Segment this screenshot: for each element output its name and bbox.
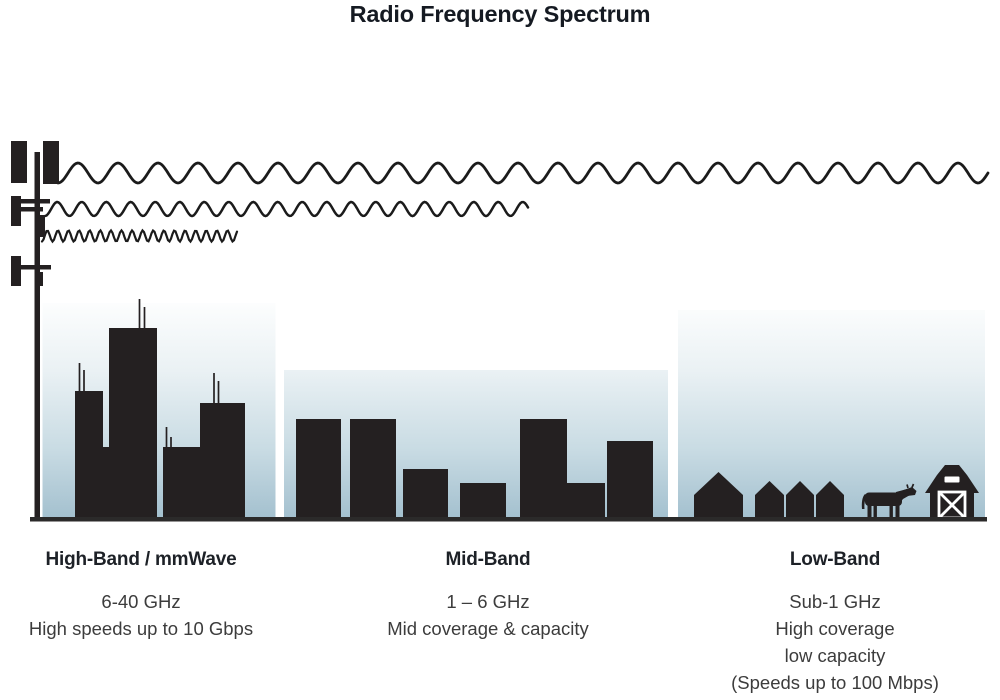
skyscraper [200, 403, 245, 517]
building [607, 441, 653, 517]
cow-icon [861, 483, 917, 518]
building [520, 419, 567, 517]
band-name: Mid-Band [445, 549, 531, 570]
midrise-buildings-icon [296, 419, 653, 517]
barn-door-crossbuck [939, 492, 965, 518]
houses-icon [694, 472, 844, 519]
building [296, 419, 341, 517]
barn-icon [925, 465, 979, 520]
tower-crossbar [17, 199, 50, 204]
house [786, 481, 814, 519]
band-detail: High speeds up to 10 Gbps [28, 618, 254, 639]
antenna-stub [38, 272, 43, 286]
high-band-wave-icon [40, 228, 239, 244]
rooftop-antennas [78, 299, 220, 447]
barn-window [944, 476, 960, 483]
band-frequency: 1 – 6 GHz [446, 591, 530, 612]
band-detail: (Speeds up to 100 Mbps) [731, 672, 939, 693]
low-band-wave-icon [56, 161, 990, 185]
antenna-panel [11, 141, 27, 183]
band-frequency: Sub-1 GHz [789, 591, 881, 612]
ground-line [30, 517, 987, 522]
mid-band-wave-icon [43, 200, 530, 218]
diagram-title: Radio Frequency Spectrum [349, 1, 651, 27]
band-detail: Mid coverage & capacity [387, 618, 589, 639]
antenna-stub [39, 215, 45, 237]
house [816, 481, 844, 519]
tower-crossbar [17, 207, 43, 212]
band-name: Low-Band [789, 549, 881, 570]
building [350, 419, 396, 517]
skyscraper [109, 328, 157, 517]
band-frequency: 6-40 GHz [101, 591, 181, 612]
high-band-label: High-Band / mmWave 6-40 GHz High speeds … [0, 549, 291, 642]
band-detail: low capacity [784, 645, 886, 666]
low-band-label: Low-Band Sub-1 GHz High coverage low cap… [685, 549, 985, 696]
building [403, 469, 448, 517]
skyscrapers-icon [75, 299, 245, 517]
house [694, 472, 743, 519]
tower-crossbar [17, 265, 51, 270]
antenna-panel [11, 196, 21, 226]
antenna-panel [11, 256, 21, 286]
tower-pole [34, 152, 40, 520]
building [567, 483, 605, 517]
band-detail: High coverage [775, 618, 895, 639]
mid-band-label: Mid-Band 1 – 6 GHz Mid coverage & capaci… [338, 549, 638, 642]
band-name: High-Band / mmWave [45, 549, 237, 570]
antenna-panel [43, 141, 59, 184]
cell-tower-icon [11, 141, 59, 520]
house [755, 481, 784, 519]
building [460, 483, 506, 517]
